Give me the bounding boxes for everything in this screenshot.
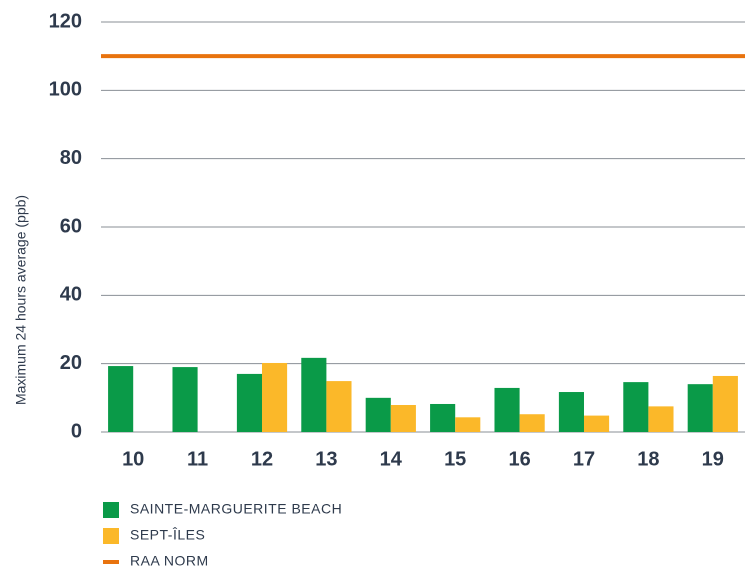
bar bbox=[623, 382, 649, 432]
y-tick-label: 80 bbox=[60, 147, 82, 169]
x-tick-label: 14 bbox=[380, 448, 403, 470]
bar bbox=[687, 384, 713, 432]
legend-swatch bbox=[103, 560, 119, 564]
x-tick-label: 11 bbox=[187, 448, 208, 470]
bar bbox=[262, 362, 288, 432]
legend-label: SAINTE-MARGUERITE BEACH bbox=[130, 501, 342, 517]
x-tick-label: 19 bbox=[702, 448, 724, 470]
legend-label: SEPT-ÎLES bbox=[130, 527, 205, 543]
x-tick-label: 13 bbox=[315, 448, 337, 470]
bar bbox=[108, 366, 134, 432]
y-axis-label: Maximum 24 hours average (ppb) bbox=[13, 195, 29, 405]
bar bbox=[365, 397, 391, 432]
bar bbox=[236, 373, 262, 432]
y-tick-label: 40 bbox=[60, 284, 82, 306]
bar bbox=[584, 415, 610, 432]
bar bbox=[301, 357, 327, 432]
bar bbox=[558, 392, 584, 432]
x-tick-label: 12 bbox=[251, 448, 273, 470]
y-tick-label: 0 bbox=[71, 420, 82, 442]
legend-swatch bbox=[103, 528, 119, 544]
y-tick-label: 20 bbox=[60, 352, 82, 374]
bar bbox=[648, 406, 674, 432]
bar bbox=[430, 403, 456, 432]
bar bbox=[455, 417, 481, 432]
x-tick-label: 16 bbox=[508, 448, 530, 470]
y-tick-label: 100 bbox=[49, 79, 82, 101]
bar bbox=[326, 381, 352, 432]
x-tick-label: 17 bbox=[573, 448, 595, 470]
legend-swatch bbox=[103, 502, 119, 518]
x-tick-label: 15 bbox=[444, 448, 466, 470]
x-tick-label: 10 bbox=[122, 448, 144, 470]
legend-label: RAA NORM bbox=[130, 553, 209, 569]
bar bbox=[390, 405, 416, 432]
bar bbox=[172, 367, 198, 432]
bar bbox=[712, 375, 738, 432]
bar bbox=[494, 387, 520, 432]
y-tick-label: 120 bbox=[49, 10, 82, 32]
x-tick-label: 18 bbox=[637, 448, 659, 470]
bar bbox=[519, 414, 545, 432]
y-tick-label: 60 bbox=[60, 215, 82, 237]
